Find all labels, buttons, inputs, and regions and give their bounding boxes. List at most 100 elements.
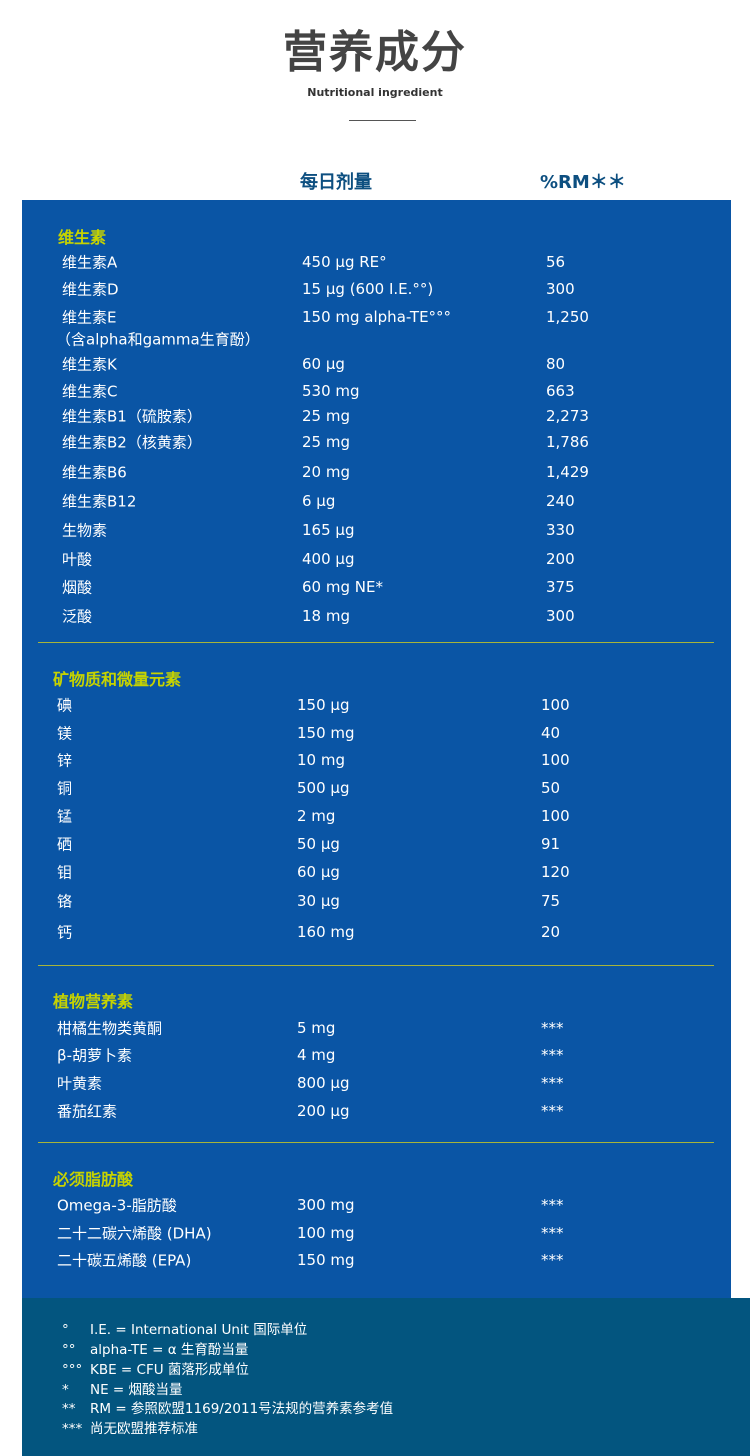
footnote-text: NE = 烟酸当量 — [90, 1382, 183, 1398]
section-divider — [38, 642, 714, 643]
nutrient-rm: 120 — [541, 863, 570, 881]
footnote-mark: ° — [62, 1322, 69, 1338]
nutrient-name: 维生素E — [62, 308, 117, 327]
nutrient-name: 维生素B2（核黄素） — [62, 433, 202, 452]
nutrient-dose: 500 µg — [297, 779, 350, 797]
nutrient-dose: 165 µg — [302, 521, 355, 539]
nutrient-name: 二十二碳六烯酸 (DHA) — [57, 1224, 212, 1243]
nutrient-rm: 50 — [541, 779, 561, 797]
nutrient-dose: 2 mg — [297, 807, 336, 825]
nutrient-dose: 300 mg — [297, 1196, 355, 1214]
nutrient-dose: 150 mg — [297, 1251, 355, 1269]
nutrient-name: 番茄红素 — [57, 1102, 118, 1121]
nutrient-rm: 100 — [541, 751, 570, 769]
nutrient-name: 泛酸 — [62, 607, 93, 626]
footnote: °° alpha-TE = α 生育酚当量 — [62, 1338, 248, 1358]
nutrient-rm: *** — [541, 1224, 564, 1242]
section-title: 矿物质和微量元素 — [53, 670, 182, 689]
nutrient-rm: 663 — [546, 382, 575, 400]
nutrient-dose: 6 µg — [302, 492, 336, 510]
nutrient-rm: 1,786 — [546, 433, 589, 451]
nutrient-dose: 60 mg NE* — [302, 578, 383, 596]
nutrient-dose: 5 mg — [297, 1019, 336, 1037]
nutrient-dose: 60 µg — [302, 355, 345, 373]
footnote-mark: °° — [62, 1342, 76, 1358]
column-header-rm: %RM＊＊ — [540, 172, 626, 193]
nutrient-name: 镁 — [57, 724, 73, 743]
nutrient-dose: 25 mg — [302, 407, 350, 425]
footnote-text: RM = 参照欧盟1169/2011号法规的营养素参考值 — [90, 1401, 394, 1417]
nutrient-rm: 375 — [546, 578, 575, 596]
nutrient-dose: 10 mg — [297, 751, 345, 769]
nutrient-rm: 1,250 — [546, 308, 589, 326]
nutrient-rm: 40 — [541, 724, 561, 742]
nutrient-name: 维生素B12 — [62, 492, 137, 511]
nutrient-dose: 150 mg — [297, 724, 355, 742]
nutrient-dose: 400 µg — [302, 550, 355, 568]
nutrient-name: 生物素 — [62, 521, 108, 540]
nutrient-name: Omega-3-脂肪酸 — [57, 1196, 177, 1215]
nutrient-dose: 4 mg — [297, 1046, 336, 1064]
nutrient-name: 维生素C — [62, 382, 118, 401]
nutrition-table-panel — [22, 200, 731, 1298]
footnote-text: alpha-TE = α 生育酚当量 — [90, 1342, 249, 1358]
nutrient-rm: *** — [541, 1046, 564, 1064]
nutrient-note: （含alpha和gamma生育酚） — [56, 330, 260, 349]
nutrient-dose: 20 mg — [302, 463, 350, 481]
nutrient-name: 铜 — [57, 779, 73, 798]
page-subtitle: Nutritional ingredient — [307, 86, 443, 99]
nutrient-name: β-胡萝卜素 — [57, 1046, 132, 1065]
page-title: 营养成分 — [283, 27, 467, 78]
footnotes-panel — [22, 1298, 750, 1456]
nutrient-name: 钼 — [57, 863, 73, 882]
section-divider — [38, 1142, 714, 1143]
nutrient-rm: 200 — [546, 550, 575, 568]
nutrient-name: 烟酸 — [62, 578, 93, 597]
nutrient-rm: 100 — [541, 807, 570, 825]
nutrient-dose: 450 µg RE° — [302, 253, 387, 271]
nutrient-rm: 20 — [541, 923, 561, 941]
nutrient-rm: 300 — [546, 280, 575, 298]
section-title: 必须脂肪酸 — [53, 1170, 134, 1189]
nutrient-name: 维生素B1（硫胺素） — [62, 407, 202, 426]
nutrient-rm: 300 — [546, 607, 575, 625]
footnote: *** 尚无欧盟推荐标准 — [62, 1417, 198, 1437]
nutrient-rm: 1,429 — [546, 463, 589, 481]
nutrient-rm: *** — [541, 1102, 564, 1120]
nutrient-name: 维生素B6 — [62, 463, 127, 482]
footnote-mark: * — [62, 1382, 69, 1398]
nutrient-name: 钙 — [57, 923, 73, 942]
nutrient-name: 维生素A — [62, 253, 118, 272]
nutrient-dose: 800 µg — [297, 1074, 350, 1092]
nutrient-rm: *** — [541, 1019, 564, 1037]
section-divider — [38, 965, 714, 966]
nutrient-name: 锰 — [57, 807, 73, 826]
nutrient-dose: 530 mg — [302, 382, 360, 400]
nutrient-dose: 200 µg — [297, 1102, 350, 1120]
nutrient-dose: 60 µg — [297, 863, 340, 881]
nutrient-dose: 100 mg — [297, 1224, 355, 1242]
nutrient-rm: 80 — [546, 355, 566, 373]
footnote: * NE = 烟酸当量 — [62, 1378, 183, 1398]
nutrient-dose: 18 mg — [302, 607, 350, 625]
nutrient-name: 柑橘生物类黄酮 — [57, 1019, 163, 1038]
nutrient-name: 维生素D — [62, 280, 119, 299]
section-title: 维生素 — [58, 228, 107, 247]
nutrient-name: 铬 — [57, 892, 73, 911]
nutrient-dose: 30 µg — [297, 892, 340, 910]
nutrient-rm: 330 — [546, 521, 575, 539]
nutrient-rm: 240 — [546, 492, 575, 510]
nutrient-rm: 75 — [541, 892, 561, 910]
nutrient-rm: 91 — [541, 835, 561, 853]
title-divider — [349, 120, 416, 121]
nutrient-dose: 150 mg alpha-TE°°° — [302, 308, 452, 326]
nutrient-dose: 25 mg — [302, 433, 350, 451]
nutrient-rm: *** — [541, 1074, 564, 1092]
nutrient-dose: 15 µg (600 I.E.°°) — [302, 280, 434, 298]
nutrient-rm: 100 — [541, 696, 570, 714]
footnote: ° I.E. = International Unit 国际单位 — [62, 1318, 307, 1338]
footnote-mark: °°° — [62, 1362, 83, 1378]
nutrient-name: 锌 — [57, 751, 73, 770]
footnote-text: 尚无欧盟推荐标准 — [90, 1421, 198, 1437]
nutrient-rm: *** — [541, 1196, 564, 1214]
